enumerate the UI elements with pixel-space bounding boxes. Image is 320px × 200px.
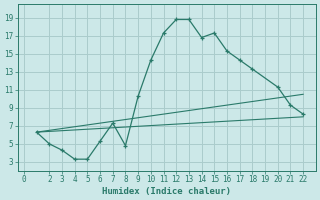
- X-axis label: Humidex (Indice chaleur): Humidex (Indice chaleur): [102, 187, 231, 196]
